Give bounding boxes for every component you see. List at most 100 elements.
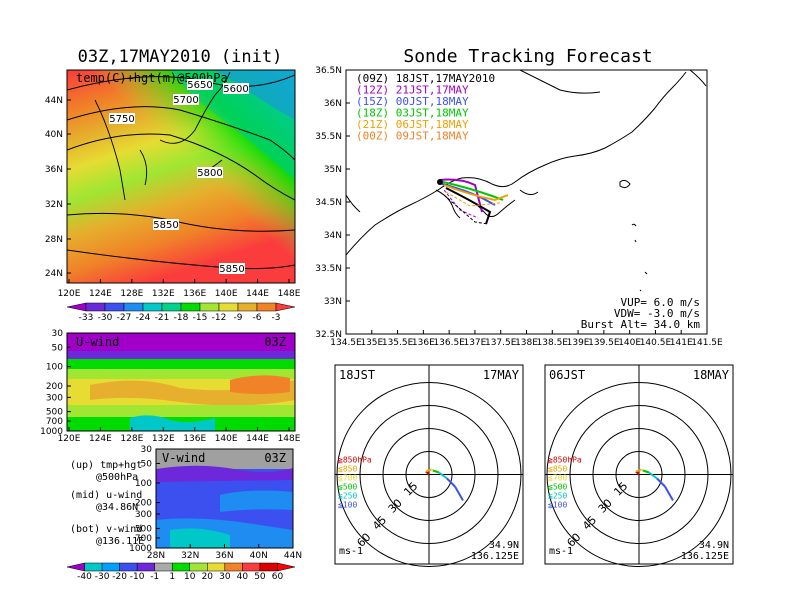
colorbar-swatch <box>142 302 163 312</box>
colorbar-swatch <box>242 562 261 572</box>
colorbar-label: -40 <box>77 572 92 582</box>
colorbar-label: -30 <box>98 313 113 323</box>
lon-tick-label: 148E <box>278 289 301 299</box>
v-wind-label: V-wind <box>162 451 205 465</box>
colorbar-swatch <box>189 562 208 572</box>
v-wind-time: 03Z <box>264 451 286 465</box>
track-lon-label: 135E <box>360 338 383 348</box>
upper-map-lon-ticks: 120E 124E 128E 132E 136E 140E 144E 148E <box>58 279 301 299</box>
colorbar-swatch <box>171 562 191 572</box>
lon-tick-label: 132E <box>152 434 175 444</box>
colorbar-label: -20 <box>112 572 127 582</box>
colorbar-label: -6 <box>253 313 262 323</box>
colorbar-label: 20 <box>202 572 214 582</box>
track-lat-label: 35N <box>324 165 342 175</box>
lon-tick-label: 148E <box>278 434 301 444</box>
colorbar-label: 50 <box>254 572 266 582</box>
colorbar-label: -33 <box>79 313 94 323</box>
track-lon-ticks: 134.5E135E135.5E136E136.5E137E137.5E138E… <box>330 330 723 348</box>
panel-legend-notes: (up) tmp+hgt@500hPa (mid) u-wind@34.86N (b… <box>70 460 144 547</box>
contour-label: 5850 <box>219 264 244 275</box>
track-lon-label: 136.5E <box>433 338 465 348</box>
track-lat-label: 34.5N <box>315 198 342 208</box>
track-lon-label: 137.5E <box>485 338 517 348</box>
vdw-readout: VDW= -3.0 m/s <box>614 307 700 320</box>
colorbar-label: -1 <box>150 572 159 582</box>
hodograph-trace-segment <box>648 471 658 480</box>
level-legend-entry: ≦100 <box>548 501 567 510</box>
hodograph-units: ms-1 <box>549 546 573 557</box>
colorbar-swatch <box>224 562 243 572</box>
pressure-tick-label: 50 <box>52 343 64 353</box>
lon-tick-label: 128E <box>120 289 143 299</box>
pressure-tick-label: 300 <box>135 510 152 520</box>
pressure-tick-label: 50 <box>141 459 153 469</box>
lon-tick-label: 124E <box>89 434 112 444</box>
u-wind-label: U-wind <box>76 335 119 349</box>
colorbar-label: -15 <box>193 313 208 323</box>
lat-tick-label: 28N <box>45 235 63 245</box>
pressure-tick-label: 300 <box>46 393 63 403</box>
colorbar-swatch <box>275 302 296 312</box>
colorbar-swatch <box>207 562 226 572</box>
legend-note-line: (up) tmp+hgt <box>70 460 142 471</box>
hodograph-lon: 136.125E <box>681 551 729 562</box>
hodograph-trace-segment <box>446 477 456 488</box>
hodograph-trace-segment <box>656 477 666 488</box>
level-legend-entry: ≦250 <box>338 492 357 501</box>
pressure-tick-label: 200 <box>46 382 63 392</box>
contour-label: 5850 <box>153 220 178 231</box>
pressure-tick-label: 700 <box>46 417 63 427</box>
track-lon-label: 137E <box>463 338 486 348</box>
lon-tick-label: 44N <box>284 551 302 561</box>
lon-tick-label: 132E <box>152 289 175 299</box>
track-legend-entry: (21Z) 06JST,18MAY <box>356 118 469 131</box>
colorbar-swatch <box>154 562 173 572</box>
hodograph-trace-segment <box>642 469 650 474</box>
temperature-colorbar: -33 -30 -27 -24 -21 -18 -15 -12 -9 -6 -3 <box>66 302 296 323</box>
hodograph-time: 18JST <box>339 368 375 382</box>
colorbar-label: 10 <box>184 572 196 582</box>
lon-tick-label: 40N <box>250 551 268 561</box>
level-legend-entry: ≦250 <box>548 492 567 501</box>
legend-note-line: (bot) v-wind <box>70 524 142 535</box>
level-legend-entry: ≧850hPa <box>548 456 582 465</box>
track-lon-label: 141E <box>670 338 693 348</box>
burst-alt-readout: Burst Alt= 34.0 km <box>581 318 701 331</box>
hodograph-18may: 06JST 18MAY15304560≧850hPa≦850≦700≦500≦25… <box>544 364 734 567</box>
level-legend-entry: ≧850hPa <box>338 456 372 465</box>
colorbar-label: -18 <box>174 313 189 323</box>
track-lat-label: 33.5N <box>315 264 342 274</box>
track-legend-entry: (18Z) 03JST,18MAY <box>356 107 469 120</box>
colorbar-swatch <box>218 302 239 312</box>
u-wind-time: 03Z <box>264 335 286 349</box>
lon-tick-label: 136E <box>183 434 206 444</box>
lon-tick-label: 140E <box>215 434 238 444</box>
level-legend-entry: ≦500 <box>548 483 567 492</box>
lon-tick-label: 144E <box>246 434 269 444</box>
right-title: Sonde Tracking Forecast <box>403 46 652 67</box>
lon-tick-label: 28N <box>147 551 165 561</box>
track-lat-ticks: 36.5N 36N 35.5N 35N 34.5N 34N 33.5N 33N 32.5N <box>315 66 350 340</box>
track-lon-label: 140.5E <box>640 338 672 348</box>
upper-map-lat-ticks: 44N 40N 36N 32N 28N 24N <box>45 96 71 279</box>
track-lat-label: 33N <box>324 297 342 307</box>
colorbar-swatch <box>161 302 182 312</box>
hodograph-units: ms-1 <box>339 546 363 557</box>
colorbar-swatch <box>256 302 277 312</box>
track-lon-label: 139E <box>567 338 590 348</box>
lat-tick-label: 40N <box>45 130 63 140</box>
lat-tick-label: 44N <box>45 96 63 106</box>
hodograph-time: 06JST <box>549 368 585 382</box>
vup-readout: VUP= 6.0 m/s <box>621 296 700 309</box>
track-legend-entry: (15Z) 00JST,18MAY <box>356 95 469 108</box>
hodograph-trace-segment <box>454 486 464 501</box>
colorbar-swatch <box>104 302 125 312</box>
colorbar-swatch <box>123 302 144 312</box>
v-wind-lat-ticks: 28N 32N 36N 40N 44N <box>147 544 302 561</box>
colorbar-label: -12 <box>212 313 227 323</box>
colorbar-label: -21 <box>155 313 170 323</box>
